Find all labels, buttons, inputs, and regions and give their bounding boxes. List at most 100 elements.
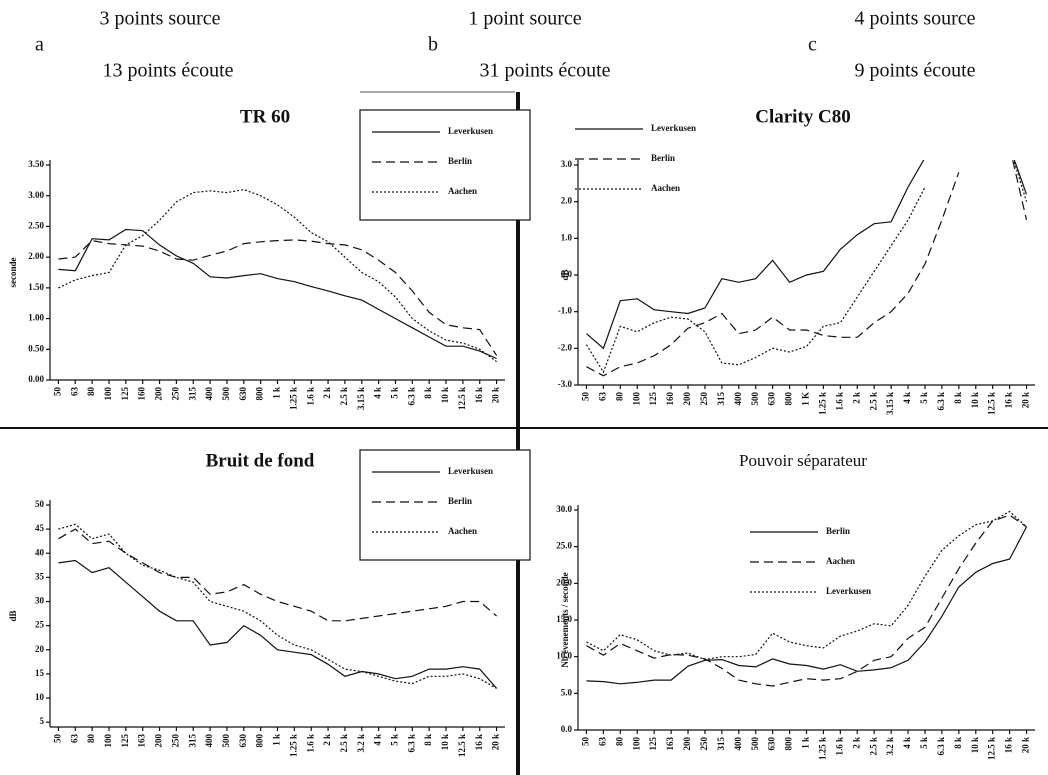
y-tick-label: 35 (35, 571, 45, 581)
x-tick-label: 1.6 k (834, 737, 844, 756)
x-tick-label: 800 (784, 737, 794, 751)
y-tick-label: -3.0 (558, 379, 573, 389)
legend-label: Aachen (826, 556, 855, 566)
legend-label: Berlin (448, 156, 472, 166)
x-tick-label: 400 (733, 392, 743, 406)
y-tick-label: 50 (35, 499, 45, 509)
plot-area (586, 510, 1028, 687)
x-tick-label: 800 (255, 387, 265, 401)
x-tick-label: 5 k (390, 734, 400, 746)
x-tick-label: 100 (631, 392, 641, 406)
y-tick-label: 20 (35, 644, 45, 654)
x-tick-label: 163 (665, 737, 675, 751)
series-line (586, 160, 1028, 377)
legend-label: Aachen (448, 186, 477, 196)
y-tick-label: 0.0 (561, 724, 573, 734)
series-line (58, 228, 497, 360)
x-tick-label: 100 (631, 737, 641, 751)
x-tick-label: 1.25 k (817, 737, 827, 760)
x-tick-label: 630 (767, 392, 777, 406)
x-tick-label: 315 (187, 387, 197, 401)
x-tick-label: 125 (120, 734, 130, 748)
y-tick-label: 20.0 (556, 577, 572, 587)
x-tick-label: 1 k (272, 387, 282, 399)
x-tick-label: 1.6 k (834, 392, 844, 411)
x-tick-label: 63 (597, 392, 607, 402)
x-tick-label: 8 k (953, 392, 963, 404)
x-tick-label: 4 k (902, 737, 912, 749)
x-tick-label: 315 (187, 734, 197, 748)
y-tick-label: 40 (35, 547, 45, 557)
x-tick-label: 50 (52, 734, 62, 744)
legend-box (359, 109, 531, 221)
x-tick-label: 3.15 k (885, 392, 895, 415)
source-count: 1 point source (468, 8, 581, 30)
plot-area (585, 160, 1028, 377)
legend-label: Leverkusen (448, 466, 493, 476)
x-tick-label: 5 k (919, 392, 929, 404)
source-count: 3 points source (99, 8, 220, 30)
series-line (586, 510, 1027, 661)
x-tick-label: 4 k (373, 387, 383, 399)
y-tick-label: 15.0 (556, 614, 572, 624)
x-tick-label: 200 (682, 392, 692, 406)
x-tick-label: 12.5 k (457, 387, 467, 410)
x-tick-label: 250 (699, 737, 709, 751)
x-tick-label: 63 (69, 387, 79, 397)
y-axis-label: seconde (8, 257, 18, 287)
x-tick-label: 400 (204, 734, 214, 748)
series-line (58, 528, 497, 622)
legend-label: Leverkusen (651, 123, 696, 133)
series-line (586, 160, 1028, 350)
y-tick-label: 3.0 (561, 159, 573, 169)
y-axis-label: dB (8, 610, 18, 621)
x-tick-label: 3.2 k (356, 734, 366, 753)
y-tick-label: 0.0 (561, 269, 573, 279)
y-tick-label: 45 (35, 523, 45, 533)
x-tick-label: 1.25 k (288, 387, 298, 410)
x-tick-label: 12.5 k (457, 734, 467, 757)
x-tick-label: 250 (699, 392, 709, 406)
x-tick-label: 2 k (322, 734, 332, 746)
y-tick-label: 2.00 (28, 251, 44, 261)
legend-label: Leverkusen (826, 586, 871, 596)
x-tick-label: 16 k (1004, 392, 1014, 408)
series-line (58, 559, 498, 689)
x-tick-label: 100 (103, 387, 113, 401)
legend-label: Berlin (826, 526, 850, 536)
legend-label: Berlin (448, 496, 472, 506)
legend-box (359, 449, 531, 561)
x-tick-label: 500 (750, 737, 760, 751)
y-tick-label: 0.50 (28, 343, 44, 353)
x-tick-label: 10 k (970, 737, 980, 753)
x-tick-label: 500 (221, 734, 231, 748)
x-tick-label: 8 k (953, 737, 963, 749)
y-tick-label: 3.00 (28, 190, 44, 200)
y-axis-label: Nb évenements / seconde (560, 572, 570, 667)
x-tick-label: 1 k (801, 737, 811, 749)
x-tick-label: 6.3 k (936, 737, 946, 756)
x-tick-label: 63 (69, 734, 79, 744)
x-tick-label: 630 (238, 734, 248, 748)
x-tick-label: 1.25 k (288, 734, 298, 757)
x-tick-label: 80 (86, 387, 96, 397)
series-line (586, 526, 1028, 685)
y-tick-label: 3.50 (28, 159, 44, 169)
x-tick-label: 8 k (423, 734, 433, 746)
x-tick-label: 12.5 k (987, 392, 997, 415)
y-tick-label: 15 (35, 668, 45, 678)
y-tick-label: 10.0 (556, 651, 572, 661)
source-count: 4 points source (854, 8, 975, 30)
x-tick-label: 1.25 k (817, 392, 827, 415)
chart-title: TR 60 (240, 106, 290, 127)
legend-label: Aachen (448, 526, 477, 536)
x-tick-label: 500 (221, 387, 231, 401)
x-tick-label: 500 (750, 392, 760, 406)
x-tick-label: 2 k (851, 392, 861, 404)
y-tick-label: 5.0 (561, 687, 573, 697)
x-tick-label: 4 k (902, 392, 912, 404)
chart-title: Bruit de fond (206, 450, 315, 471)
legend-label: Leverkusen (448, 126, 493, 136)
x-tick-label: 16 k (474, 734, 484, 750)
